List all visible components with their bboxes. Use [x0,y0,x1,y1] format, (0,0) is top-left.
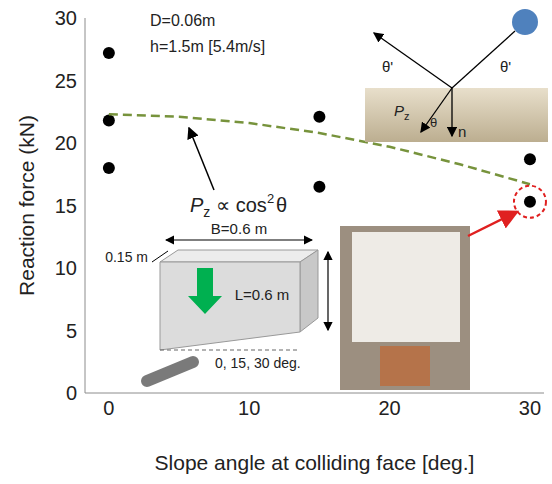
svg-text:0.15 m: 0.15 m [105,249,148,265]
svg-text:30: 30 [519,397,541,419]
svg-text:10: 10 [55,257,77,279]
svg-text:30: 30 [55,7,77,29]
svg-text:20: 20 [378,397,400,419]
svg-text:L=0.6 m: L=0.6 m [235,286,290,303]
svg-text:B=0.6 m: B=0.6 m [211,220,267,237]
svg-text:5: 5 [66,320,77,342]
svg-text:Pz: Pz [394,102,410,122]
svg-text:0: 0 [66,382,77,404]
svg-text:15: 15 [55,195,77,217]
svg-text:0: 0 [103,397,114,419]
svg-text:Reaction force (kN): Reaction force (kN) [15,115,38,296]
svg-text:h=1.5m [5.4m/s]: h=1.5m [5.4m/s] [150,38,265,55]
svg-text:n: n [458,123,466,140]
svg-text:20: 20 [55,132,77,154]
svg-text:Pz ∝ cos2θ: Pz ∝ cos2θ [190,191,287,220]
svg-text:D=0.06m: D=0.06m [150,12,215,29]
svg-text:θ': θ' [500,58,511,75]
svg-text:θ': θ' [382,58,393,75]
svg-text:Slope angle at colliding face: Slope angle at colliding face [deg.] [155,451,475,474]
svg-text:10: 10 [238,397,260,419]
svg-text:θ: θ [430,115,437,130]
svg-text:0, 15, 30 deg.: 0, 15, 30 deg. [215,355,301,371]
svg-text:25: 25 [55,70,77,92]
